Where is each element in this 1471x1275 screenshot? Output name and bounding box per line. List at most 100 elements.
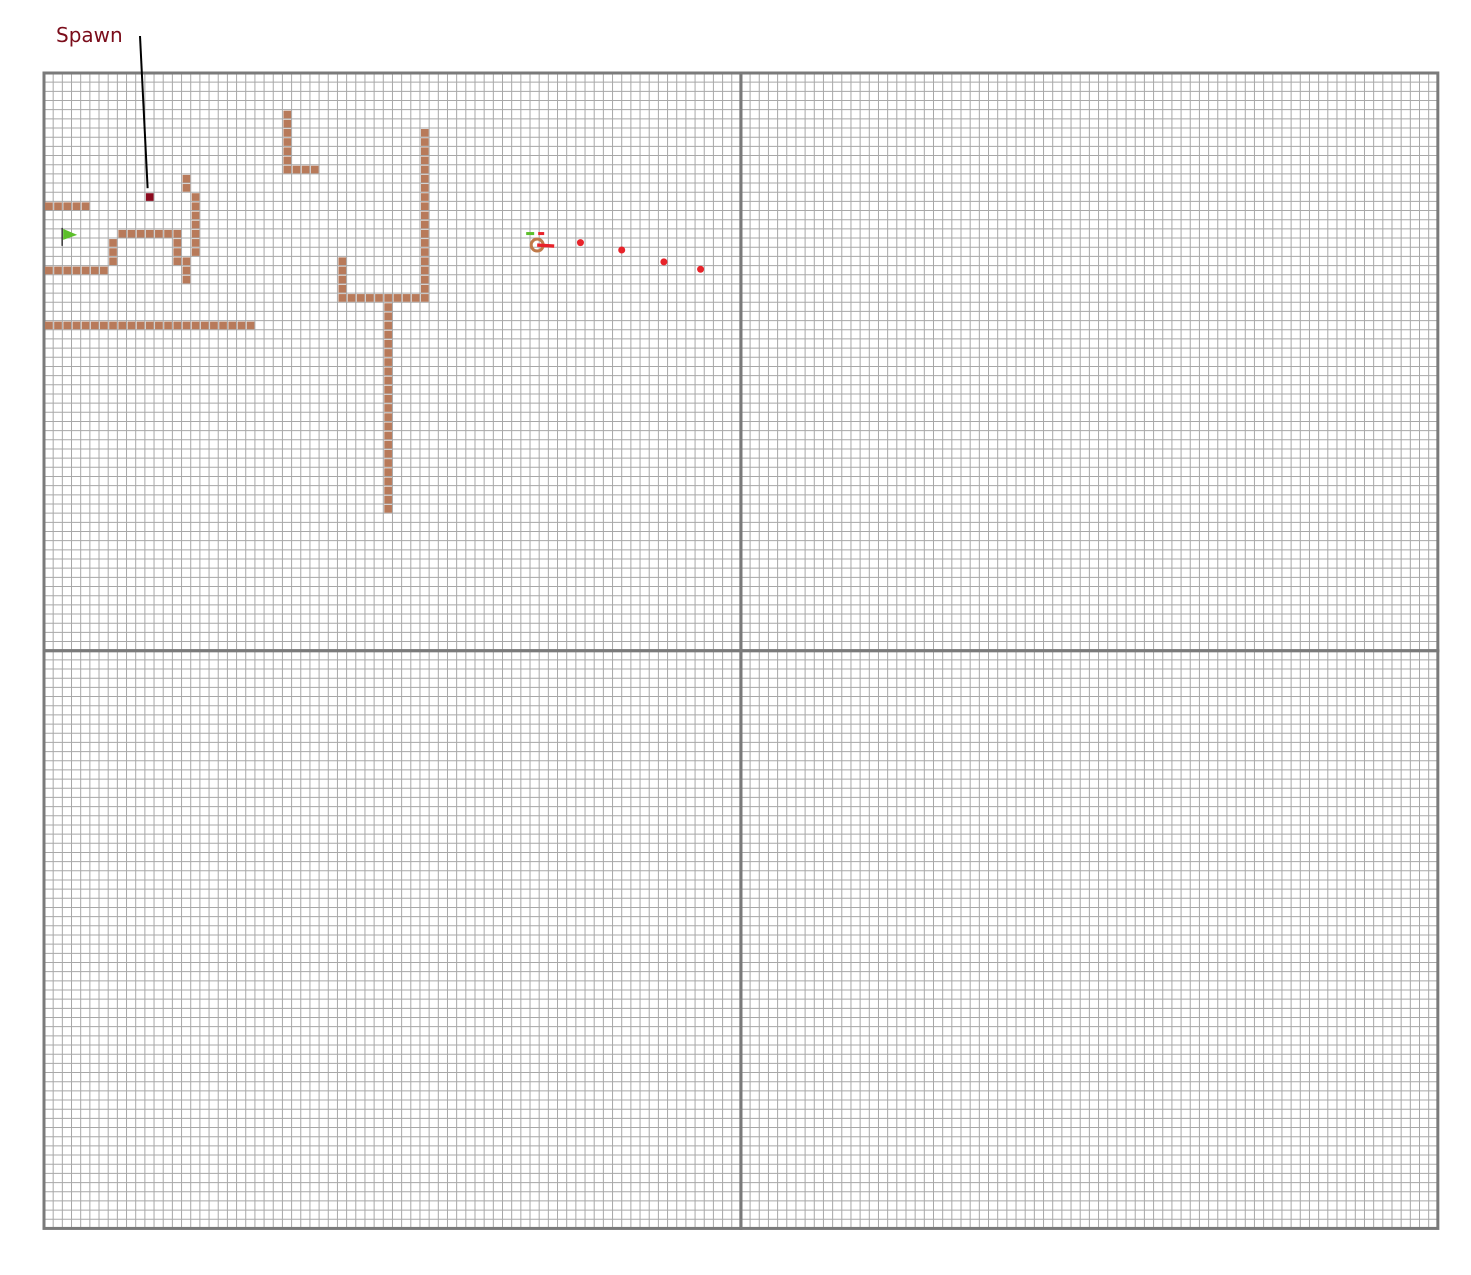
wall-block [420, 239, 429, 247]
wall-block [420, 129, 429, 137]
wall-block [182, 321, 191, 330]
wall-block [283, 147, 292, 156]
wall-block [81, 202, 90, 211]
wall-block [109, 321, 117, 330]
wall-block [54, 202, 62, 211]
wall-block [81, 266, 90, 275]
wall-block [182, 184, 191, 192]
wall-block [191, 220, 200, 229]
wall-block [145, 321, 154, 330]
wall-block [155, 321, 163, 330]
wall-block [63, 321, 72, 330]
wall-block [127, 229, 136, 238]
wall-block [173, 257, 182, 266]
wall-block [63, 202, 72, 211]
wall-block [384, 358, 392, 366]
wall-block [384, 376, 392, 385]
player-health-damage [538, 232, 545, 236]
wall-block [420, 202, 429, 211]
wall-block [384, 339, 392, 348]
wall-block [384, 349, 392, 357]
wall-block [338, 275, 347, 284]
wall-block [45, 266, 53, 275]
wall-block [136, 321, 145, 330]
wall-block [63, 266, 72, 275]
spawn-pointer [139, 35, 149, 189]
wall-block [420, 193, 429, 201]
wall-block [200, 321, 209, 330]
wall-block [191, 239, 200, 247]
wall-block [246, 321, 255, 330]
wall-block [420, 174, 429, 183]
wall-block [384, 477, 392, 486]
wall-block [283, 119, 292, 128]
wall-block [182, 275, 191, 284]
wall-block [100, 266, 108, 275]
wall-block [384, 303, 392, 311]
wall-block [118, 321, 127, 330]
wall-block [219, 321, 227, 330]
wall-block [191, 202, 200, 211]
wall-block [402, 294, 411, 302]
wall-block [191, 211, 200, 220]
goal-flag-icon[interactable] [61, 227, 78, 246]
wall-block [100, 321, 108, 330]
wall-block [109, 239, 117, 247]
wall-block [283, 138, 292, 146]
wall-block [356, 294, 365, 302]
wall-block [420, 156, 429, 165]
wall-block [420, 248, 429, 256]
wall-block [384, 504, 392, 513]
wall-block [72, 202, 81, 211]
wall-block [384, 321, 392, 330]
wall-block [191, 248, 200, 256]
wall-block [145, 229, 154, 238]
wall-block [109, 257, 117, 266]
wall-block [191, 193, 200, 201]
wall-block [384, 449, 392, 458]
wall-block [173, 229, 182, 238]
wall-block [384, 394, 392, 403]
wall-block [228, 321, 237, 330]
wall-block [283, 165, 292, 174]
wall-block [283, 110, 292, 119]
trail-dot [618, 246, 626, 254]
quadrant-borders [42, 71, 1440, 1230]
wall-block [384, 294, 392, 302]
wall-block [393, 294, 402, 302]
wall-block [191, 229, 200, 238]
player-direction [537, 243, 555, 248]
wall-block [384, 459, 392, 467]
wall-block [384, 440, 392, 449]
player-icon[interactable] [526, 232, 555, 253]
spawn-marker [145, 193, 154, 201]
wall-block [420, 275, 429, 284]
wall-block [109, 248, 117, 256]
wall-block [210, 321, 218, 330]
wall-block [338, 284, 347, 293]
wall-block [384, 367, 392, 376]
wall-block [384, 468, 392, 476]
wall-block [283, 156, 292, 165]
wall-block [420, 211, 429, 220]
wall-block [420, 284, 429, 293]
wall-block [45, 321, 53, 330]
wall-block [384, 385, 392, 394]
wall-block [411, 294, 420, 302]
wall-block [182, 257, 191, 266]
trail [576, 239, 705, 273]
wall-block [420, 184, 429, 192]
wall-block [384, 495, 392, 504]
wall-block [45, 202, 53, 211]
wall-block [173, 321, 182, 330]
wall-block [191, 321, 200, 330]
wall-block [375, 294, 383, 302]
wall-block [420, 165, 429, 174]
wall-block [54, 321, 62, 330]
wall-block [365, 294, 374, 302]
wall-block [310, 165, 319, 174]
wall-block [90, 321, 99, 330]
quadrant-bottom-right [739, 649, 1440, 1230]
wall-block [384, 486, 392, 495]
